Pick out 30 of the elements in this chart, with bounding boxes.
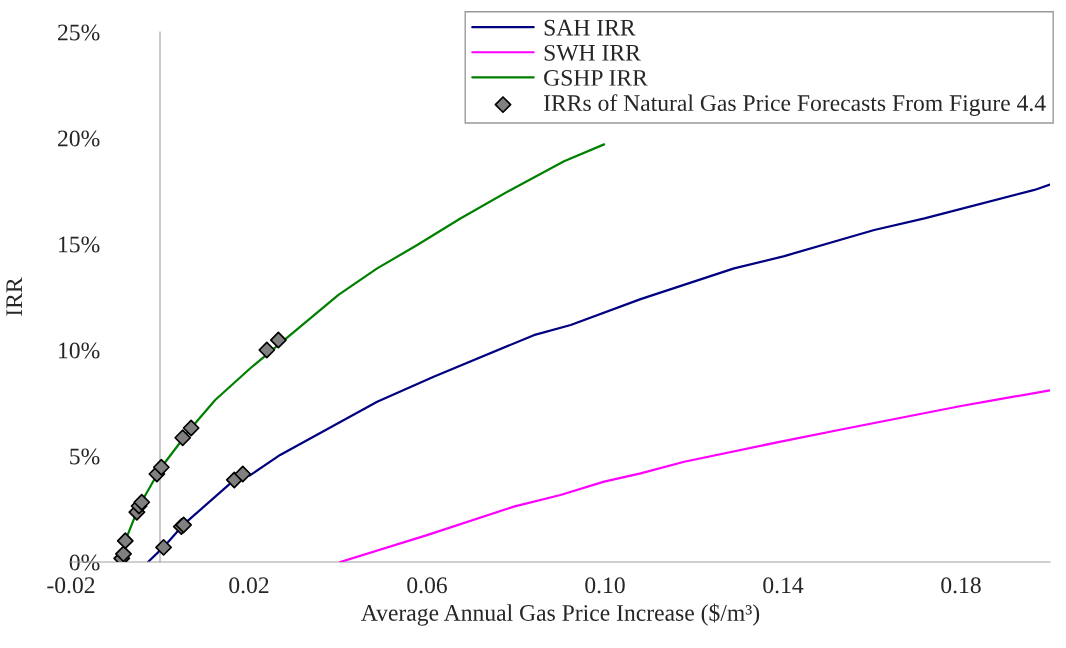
legend-label: IRRs of Natural Gas Price Forecasts From Figure 4.4	[543, 94, 1046, 116]
line-series	[146, 183, 1050, 562]
line-series	[339, 389, 1050, 562]
point	[258, 341, 276, 359]
y-tick-label: 15%	[59, 236, 100, 253]
y-tick-label: 25%	[58, 24, 100, 41]
x-axis-title: Average Annual Gas Price Increase ($/m³)	[361, 603, 760, 626]
point	[152, 458, 170, 476]
y-axis-title: IRR	[6, 277, 22, 316]
y-tick-label: 10%	[59, 342, 100, 359]
x-tick-label: -0.02	[47, 577, 95, 594]
point	[174, 429, 192, 447]
point	[155, 538, 173, 556]
y-tick-label: 0%	[69, 554, 100, 571]
x-tick-label: 0.02	[229, 577, 269, 594]
y-tick-label: 5%	[70, 448, 100, 465]
point	[133, 493, 151, 511]
x-tick-label: 0.10	[585, 577, 625, 594]
point	[234, 465, 252, 483]
point	[182, 419, 200, 437]
legend-label: SWH IRR	[544, 44, 641, 61]
legend-label: GSHP IRR	[544, 69, 648, 86]
point	[116, 532, 134, 550]
point	[115, 545, 132, 562]
x-tick-label: 0.18	[941, 577, 981, 594]
legend-label: SAH IRR	[544, 19, 636, 36]
point	[269, 331, 287, 349]
x-tick-label: 0.06	[407, 577, 447, 594]
y-tick-label: 20%	[58, 130, 100, 147]
x-tick-label: 0.14	[763, 577, 804, 594]
